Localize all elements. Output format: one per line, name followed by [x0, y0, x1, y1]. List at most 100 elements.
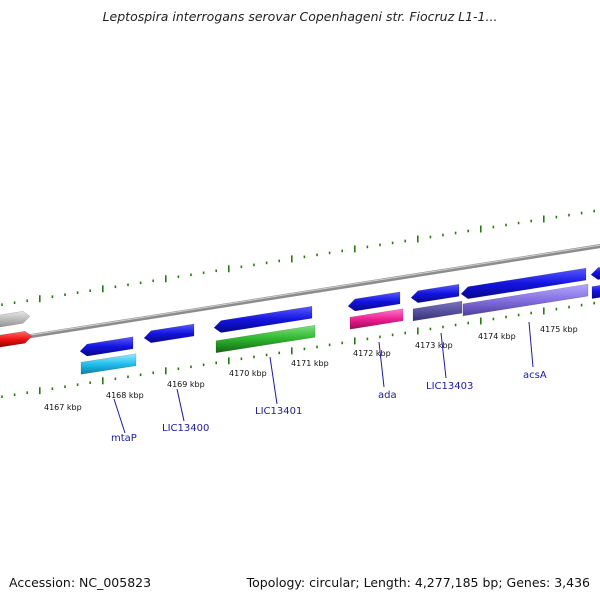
bottom-tick — [341, 341, 343, 345]
bottom-tick — [265, 353, 268, 357]
top-tick — [593, 209, 595, 213]
top-tick — [429, 235, 432, 239]
bottom-tick — [89, 381, 91, 384]
bottom-tick — [253, 355, 255, 359]
bottom-tick — [593, 301, 595, 305]
bottom-tick — [555, 307, 558, 311]
top-tick-major — [102, 285, 104, 293]
top-tick — [492, 225, 495, 229]
gene-arrow-LIC13403[interactable] — [410, 283, 460, 303]
gene-arrow-red[interactable] — [0, 330, 33, 348]
top-tick-major — [417, 235, 419, 243]
gene-feature-LIC13403[interactable] — [412, 300, 463, 322]
top-tick — [76, 291, 79, 294]
top-tick — [580, 211, 583, 215]
bottom-tick — [215, 361, 217, 365]
bottom-tick — [366, 337, 369, 341]
gene-feature-partial[interactable] — [591, 283, 600, 299]
top-tick — [303, 255, 306, 259]
scale-label: 4170 kbp — [229, 369, 267, 378]
top-tick — [530, 219, 532, 223]
gene-label[interactable]: LIC13400 — [162, 423, 209, 434]
scale-label: 4174 kbp — [478, 332, 516, 341]
bottom-tick — [467, 321, 469, 325]
gene-label[interactable]: mtaP — [111, 433, 137, 444]
bottom-tick — [152, 371, 154, 375]
gene-leader-line — [378, 341, 385, 388]
top-tick-major — [354, 245, 356, 253]
bottom-tick-major — [480, 317, 482, 325]
gene-leader-line — [440, 332, 447, 379]
bottom-tick-major — [228, 357, 230, 365]
bottom-tick — [51, 387, 54, 390]
bottom-tick — [114, 377, 117, 381]
gene-leader-line — [269, 356, 278, 405]
top-tick — [253, 263, 255, 267]
gene-arrow-LIC13400[interactable] — [143, 323, 195, 344]
bottom-tick — [303, 347, 306, 351]
top-tick — [442, 233, 444, 237]
gene-arrow-LIC13401[interactable] — [213, 306, 313, 333]
top-tick — [454, 231, 457, 235]
bottom-tick-major — [39, 387, 41, 395]
bottom-tick-major — [102, 377, 104, 385]
top-tick — [152, 279, 154, 283]
top-tick — [366, 245, 369, 249]
top-tick — [26, 299, 28, 302]
top-tick — [517, 221, 520, 225]
top-tick — [114, 285, 117, 289]
bottom-tick — [64, 385, 66, 388]
top-tick — [316, 253, 318, 257]
gene-arrow-mtaP[interactable] — [79, 336, 134, 357]
top-tick — [13, 301, 16, 304]
top-tick — [328, 251, 331, 255]
top-tick — [190, 273, 192, 277]
scale-label: 4169 kbp — [167, 380, 205, 389]
gene-feature-mtaP[interactable] — [80, 353, 137, 375]
bottom-tick — [580, 303, 583, 307]
top-tick — [467, 229, 469, 233]
top-tick — [64, 293, 66, 296]
gene-arrow-ada[interactable] — [347, 291, 401, 312]
bottom-tick-major — [354, 337, 356, 345]
gene-label[interactable]: LIC13401 — [255, 406, 302, 417]
gene-label[interactable]: acsA — [523, 370, 547, 381]
scale-label: 4175 kbp — [540, 325, 578, 334]
gene-label[interactable]: LIC13403 — [426, 381, 473, 392]
top-tick — [1, 303, 3, 306]
top-tick — [51, 295, 54, 298]
top-tick — [391, 241, 394, 245]
top-tick — [555, 215, 558, 219]
bottom-tick — [13, 393, 16, 396]
top-tick-track — [1, 209, 595, 306]
gene-arrow-partial[interactable] — [590, 265, 600, 280]
top-tick — [127, 283, 129, 287]
bottom-tick — [429, 327, 432, 331]
gene-label[interactable]: ada — [378, 390, 397, 401]
gene-feature-LIC13401[interactable] — [215, 324, 316, 354]
top-tick — [215, 269, 217, 273]
top-tick — [240, 265, 243, 269]
scale-label: 4172 kbp — [353, 349, 391, 358]
gene-arrow-grey[interactable] — [0, 311, 31, 328]
top-tick — [404, 239, 406, 243]
bottom-tick — [240, 357, 243, 361]
scale-label: 4171 kbp — [291, 359, 329, 368]
bottom-tick — [404, 331, 406, 335]
top-tick-major — [291, 255, 293, 263]
bottom-tick-major — [291, 347, 293, 355]
bottom-tick — [568, 305, 570, 309]
topology-text: Topology: circular; Length: 4,277,185 bp… — [246, 575, 590, 590]
bottom-tick — [328, 343, 331, 347]
bottom-tick — [139, 373, 142, 377]
gene-feature-acsA[interactable] — [462, 283, 589, 317]
bottom-tick — [177, 367, 180, 371]
gene-arrow-acsA[interactable] — [460, 267, 587, 300]
top-tick-major — [480, 225, 482, 233]
gene-feature-ada[interactable] — [349, 308, 404, 330]
genome-title: Leptospira interrogans serovar Copenhage… — [102, 9, 498, 24]
top-tick — [568, 213, 570, 217]
scale-label: 4167 kbp — [44, 403, 82, 412]
bottom-tick — [530, 311, 532, 315]
